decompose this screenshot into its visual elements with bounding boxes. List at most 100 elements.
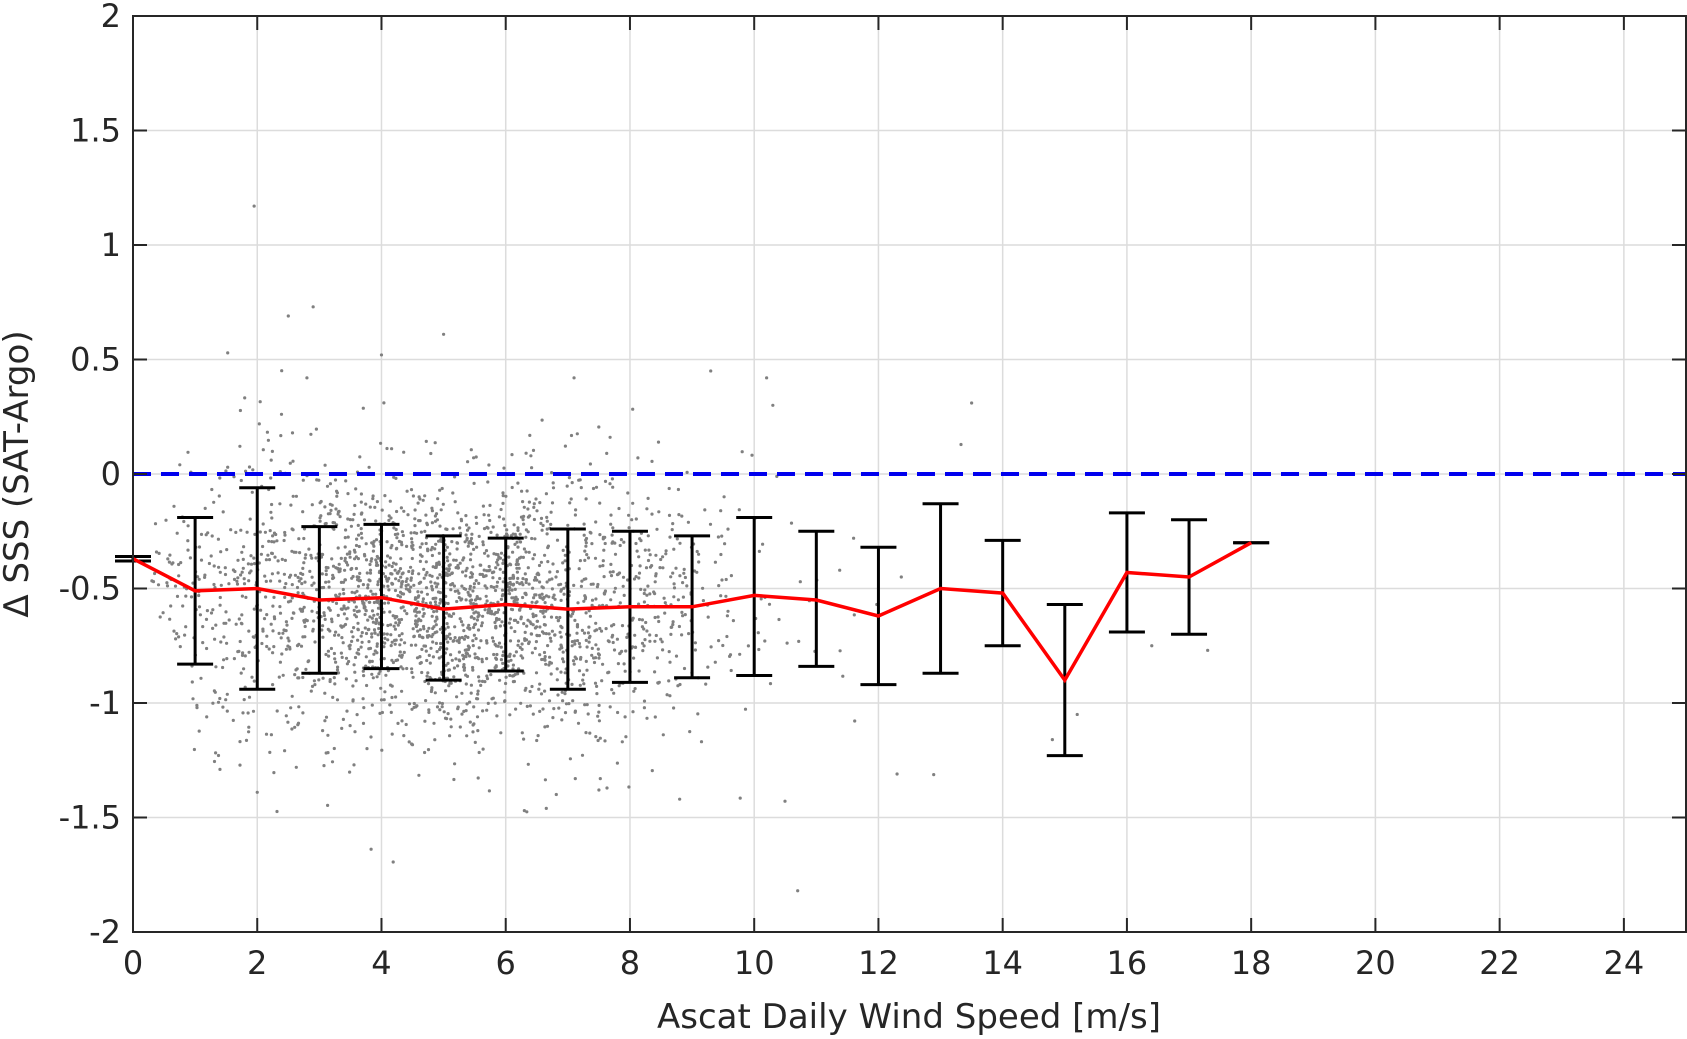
scatter-point	[283, 530, 287, 535]
scatter-point	[485, 657, 489, 661]
scatter-point	[579, 584, 584, 589]
scatter-point	[478, 597, 482, 601]
scatter-point	[379, 698, 384, 702]
scatter-point	[223, 572, 228, 577]
scatter-point	[478, 563, 482, 567]
scatter-point	[576, 721, 581, 725]
scatter-point	[383, 575, 388, 579]
scatter-point	[459, 620, 464, 624]
scatter-point	[276, 571, 280, 575]
scatter-point	[537, 573, 541, 577]
scatter-point	[464, 634, 468, 638]
scatter-point	[409, 531, 413, 535]
scatter-point	[419, 530, 423, 534]
scatter-point	[539, 560, 544, 564]
scatter-point	[671, 620, 675, 624]
scatter-point	[282, 538, 286, 543]
scatter-point	[472, 633, 476, 637]
scatter-point	[301, 675, 305, 680]
scatter-point	[530, 651, 535, 655]
scatter-point	[668, 535, 672, 539]
scatter-point	[291, 494, 295, 498]
scatter-point	[346, 492, 350, 496]
scatter-point	[518, 532, 522, 536]
scatter-point	[542, 650, 547, 655]
scatter-point	[354, 679, 358, 683]
scatter-point	[433, 600, 437, 604]
scatter-point	[470, 575, 474, 579]
scatter-point	[547, 699, 552, 703]
scatter-point	[221, 705, 225, 709]
scatter-point	[575, 631, 579, 635]
scatter-point	[380, 508, 384, 512]
scatter-point	[253, 532, 257, 537]
scatter-point	[537, 563, 542, 568]
scatter-point	[560, 718, 564, 722]
scatter-point	[621, 575, 626, 579]
scatter-point	[240, 613, 244, 617]
scatter-point	[332, 521, 337, 525]
scatter-point	[303, 556, 307, 560]
scatter-point	[348, 770, 352, 774]
scatter-point	[451, 527, 455, 531]
scatter-point	[664, 549, 668, 553]
scatter-point	[519, 515, 524, 519]
scatter-point	[402, 734, 406, 738]
scatter-point	[278, 611, 283, 615]
scatter-point	[496, 558, 500, 562]
scatter-point	[338, 515, 342, 519]
scatter-point	[853, 719, 857, 723]
scatter-point	[303, 580, 307, 584]
scatter-point	[250, 490, 254, 494]
scatter-point	[369, 847, 373, 851]
scatter-point	[568, 501, 572, 505]
scatter-point	[469, 541, 473, 545]
scatter-point	[479, 683, 483, 688]
scatter-point	[438, 488, 442, 492]
scatter-point	[288, 645, 292, 649]
scatter-point	[375, 561, 379, 565]
scatter-point	[578, 559, 583, 563]
scatter-point	[410, 707, 414, 711]
scatter-point	[527, 582, 531, 586]
scatter-point	[731, 619, 736, 623]
scatter-point	[238, 444, 242, 448]
scatter-point	[436, 576, 440, 580]
scatter-point	[446, 640, 450, 644]
scatter-point	[486, 554, 490, 558]
scatter-point	[465, 702, 469, 706]
scatter-point	[647, 548, 651, 552]
scatter-point	[310, 583, 314, 587]
scatter-point	[384, 560, 388, 564]
scatter-point	[586, 556, 591, 560]
scatter-point	[620, 624, 625, 628]
scatter-point	[175, 531, 179, 535]
scatter-point	[570, 481, 574, 485]
scatter-point	[535, 619, 540, 623]
scatter-point	[509, 607, 513, 611]
scatter-point	[648, 592, 652, 596]
scatter-point	[154, 550, 159, 554]
scatter-point	[500, 620, 504, 624]
scatter-point	[499, 597, 503, 602]
scatter-point	[326, 566, 330, 570]
scatter-point	[623, 715, 627, 719]
scatter-point	[411, 627, 415, 631]
scatter-point	[371, 549, 375, 553]
scatter-point	[240, 550, 244, 554]
scatter-point	[527, 640, 531, 644]
scatter-point	[375, 599, 379, 603]
scatter-point	[386, 623, 390, 628]
scatter-point	[352, 600, 356, 604]
scatter-point	[695, 549, 699, 554]
scatter-point	[627, 785, 631, 789]
scatter-point	[395, 536, 399, 540]
scatter-point	[177, 574, 181, 578]
scatter-point	[653, 592, 657, 596]
scatter-point	[512, 654, 516, 658]
scatter-point	[362, 606, 366, 610]
scatter-point	[660, 640, 664, 644]
scatter-point	[286, 720, 290, 724]
scatter-point	[475, 618, 479, 622]
scatter-point	[449, 653, 453, 657]
